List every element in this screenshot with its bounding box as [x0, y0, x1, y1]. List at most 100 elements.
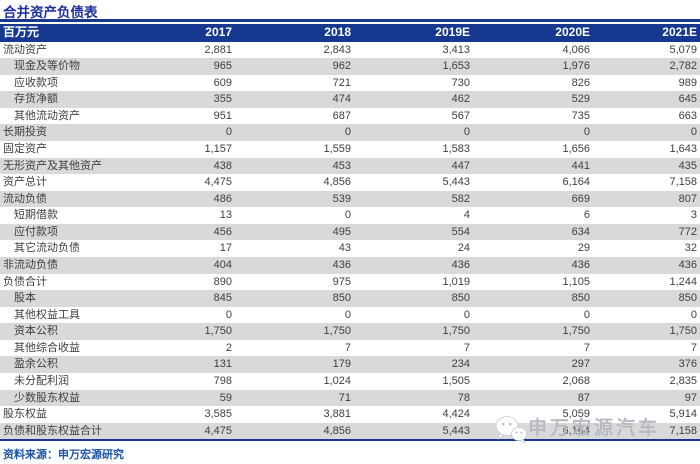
cell-value: 4,475	[204, 424, 232, 437]
cell-value: 1,976	[562, 60, 590, 73]
cell-value: 687	[332, 109, 351, 122]
watermark: 申万宏源汽车	[495, 415, 660, 443]
cell-value: 5,059	[562, 408, 590, 421]
cell-value: 730	[451, 76, 470, 89]
source-note: 资料来源：申万宏源研究	[3, 449, 124, 461]
row-label: 长期投资	[3, 126, 47, 139]
cell-value: 71	[338, 391, 351, 404]
cell-value: 462	[451, 93, 470, 106]
cell-value: 5,914	[669, 408, 697, 421]
cell-value: 1,583	[442, 142, 470, 155]
cell-value: 3,413	[442, 43, 470, 56]
table-row: 资产总计 4,475 4,856 5,443 6,164 7,158	[0, 174, 700, 191]
row-label: 应付款项	[14, 225, 58, 238]
cell-value: 1,157	[204, 142, 232, 155]
cell-value: 495	[332, 225, 351, 238]
table-row: 长期投资 0 0 0 0 0	[0, 124, 700, 141]
cell-value: 529	[571, 93, 590, 106]
cell-value: 1,559	[323, 142, 351, 155]
cell-value: 4,424	[442, 408, 470, 421]
cell-value: 850	[571, 292, 590, 305]
row-label: 负债和股东权益合计	[3, 424, 102, 437]
cell-value: 17	[219, 242, 232, 255]
table-row: 现金及等价物 965 962 1,653 1,976 2,782	[0, 58, 700, 75]
row-label: 负债合计	[3, 275, 47, 288]
row-label: 流动负债	[3, 192, 47, 205]
cell-value: 474	[332, 93, 351, 106]
cell-value: 721	[332, 76, 351, 89]
table-header-row: 百万元 2017 2018 2019E 2020E 2021E	[0, 24, 700, 42]
cell-value: 486	[213, 192, 232, 205]
cell-value: 1,505	[442, 375, 470, 388]
cell-value: 1,244	[669, 275, 697, 288]
table-row: 流动负债 486 539 582 669 807	[0, 190, 700, 208]
table-row: 应付款项 456 495 554 634 772	[0, 223, 700, 241]
cell-value: 453	[332, 159, 351, 172]
cell-value: 567	[451, 109, 470, 122]
cell-value: 890	[213, 275, 232, 288]
cell-value: 4	[463, 209, 470, 222]
row-label: 短期借款	[14, 209, 58, 222]
cell-value: 554	[451, 225, 470, 238]
cell-value: 0	[463, 126, 470, 139]
table-row: 短期借款 13 0 4 6 3	[0, 207, 700, 224]
cell-value: 634	[571, 225, 590, 238]
cell-value: 3,585	[204, 408, 232, 421]
table-row: 存货净额 355 474 462 529 645	[0, 91, 700, 108]
table-row: 股本 845 850 850 850 850	[0, 290, 700, 307]
cell-value: 1,750	[442, 325, 470, 338]
table-bottom-border	[0, 439, 700, 442]
table-row: 未分配利润 798 1,024 1,505 2,068 2,835	[0, 373, 700, 390]
column-header-year: 2019E	[435, 25, 470, 39]
cell-value: 735	[571, 109, 590, 122]
cell-value: 87	[577, 391, 590, 404]
row-label: 股本	[14, 292, 36, 305]
cell-value: 24	[457, 242, 470, 255]
row-label: 未分配利润	[14, 375, 69, 388]
row-label: 无形资产及其他资产	[3, 159, 102, 172]
cell-value: 0	[463, 308, 470, 321]
cell-value: 0	[690, 308, 697, 321]
cell-value: 441	[571, 159, 590, 172]
cell-value: 645	[678, 93, 697, 106]
row-label: 股东权益	[3, 408, 47, 421]
cell-value: 1,653	[442, 60, 470, 73]
cell-value: 7,158	[669, 424, 697, 437]
cell-value: 435	[678, 159, 697, 172]
table-body: 流动资产 2,881 2,843 3,413 4,066 5,079 现金及等价物 965 96…	[0, 42, 700, 440]
row-label: 现金及等价物	[14, 60, 80, 73]
cell-value: 179	[332, 358, 351, 371]
row-label: 少数股东权益	[14, 391, 80, 404]
cell-value: 850	[451, 292, 470, 305]
cell-value: 5,443	[442, 176, 470, 189]
table-row: 少数股东权益 59 71 78 87 97	[0, 389, 700, 407]
cell-value: 3,881	[323, 408, 351, 421]
cell-value: 1,105	[562, 275, 590, 288]
cell-value: 850	[332, 292, 351, 305]
cell-value: 845	[213, 292, 232, 305]
table-row: 无形资产及其他资产 438 453 447 441 435	[0, 157, 700, 175]
cell-value: 951	[213, 109, 232, 122]
cell-value: 7	[463, 341, 470, 354]
row-label: 流动资产	[3, 43, 47, 56]
row-label: 资产总计	[3, 176, 47, 189]
cell-value: 1,750	[562, 325, 590, 338]
cell-value: 989	[678, 76, 697, 89]
cell-value: 438	[213, 159, 232, 172]
cell-value: 2,843	[323, 43, 351, 56]
cell-value: 1,750	[323, 325, 351, 338]
cell-value: 0	[344, 308, 351, 321]
cell-value: 4,066	[562, 43, 590, 56]
cell-value: 404	[213, 259, 232, 272]
cell-value: 0	[344, 126, 351, 139]
row-label: 应收款项	[14, 76, 58, 89]
cell-value: 1,750	[204, 325, 232, 338]
cell-value: 1,750	[669, 325, 697, 338]
cell-value: 234	[451, 358, 470, 371]
cell-value: 1,019	[442, 275, 470, 288]
cell-value: 4,475	[204, 176, 232, 189]
cell-value: 1,656	[562, 142, 590, 155]
cell-value: 5,443	[442, 424, 470, 437]
cell-value: 436	[451, 259, 470, 272]
cell-value: 78	[457, 391, 470, 404]
